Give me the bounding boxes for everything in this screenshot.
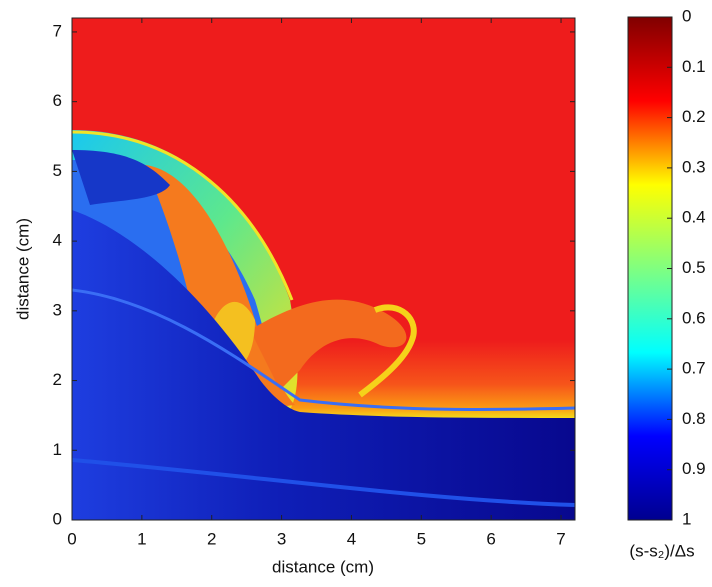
interface-glow xyxy=(290,340,575,420)
x-axis-label: distance (cm) xyxy=(272,557,374,576)
stem xyxy=(145,165,295,410)
plot-frame xyxy=(71,17,576,521)
roll-left xyxy=(210,301,255,370)
field xyxy=(72,18,575,520)
colorbar-tick-label: 0.8 xyxy=(682,409,706,428)
y-axis-label: distance (cm) xyxy=(13,218,32,320)
colorbar-tick-label: 0.1 xyxy=(682,57,706,76)
y-tick-label: 2 xyxy=(53,370,62,389)
y-tick-label: 7 xyxy=(53,21,62,40)
roll-edge xyxy=(358,304,417,398)
y-tick-label: 6 xyxy=(53,91,62,110)
colorbar-tick-label: 0.4 xyxy=(682,208,706,227)
x-tick-label: 5 xyxy=(417,529,426,548)
x-tick-label: 1 xyxy=(137,529,146,548)
y-tick-label: 5 xyxy=(53,161,62,180)
colorbar xyxy=(627,16,673,521)
colorbar-tick-label: 0.6 xyxy=(682,308,706,327)
colorbar-tick-label: 0.7 xyxy=(682,359,706,378)
roll-right xyxy=(250,299,407,390)
y-tick-label: 4 xyxy=(53,231,62,250)
x-tick-label: 6 xyxy=(486,529,495,548)
wave-streak xyxy=(72,458,575,507)
cap-edge xyxy=(72,130,294,301)
x-tick-label: 0 xyxy=(67,529,76,548)
colorbar-label: (s-s₂)/Δs xyxy=(629,541,694,560)
y-tick-label: 3 xyxy=(53,300,62,319)
wave-streak xyxy=(72,288,575,412)
y-tick-label: 0 xyxy=(53,509,62,528)
x-tick-label: 3 xyxy=(277,529,286,548)
y-tick-label: 1 xyxy=(53,440,62,459)
colorbar-tick-label: 0.3 xyxy=(682,157,706,176)
x-tick-label: 7 xyxy=(556,529,565,548)
x-tick-label: 2 xyxy=(207,529,216,548)
x-tick-label: 4 xyxy=(347,529,356,548)
colorbar-tick-label: 0.5 xyxy=(682,258,706,277)
vortex xyxy=(72,150,170,205)
colorbar-tick-label: 1 xyxy=(682,509,691,528)
lower-fluid xyxy=(72,210,575,520)
colorbar-tick-label: 0.9 xyxy=(682,459,706,478)
colorbar-tick-label: 0.2 xyxy=(682,107,706,126)
colorbar-tick-label: 0 xyxy=(682,6,691,25)
